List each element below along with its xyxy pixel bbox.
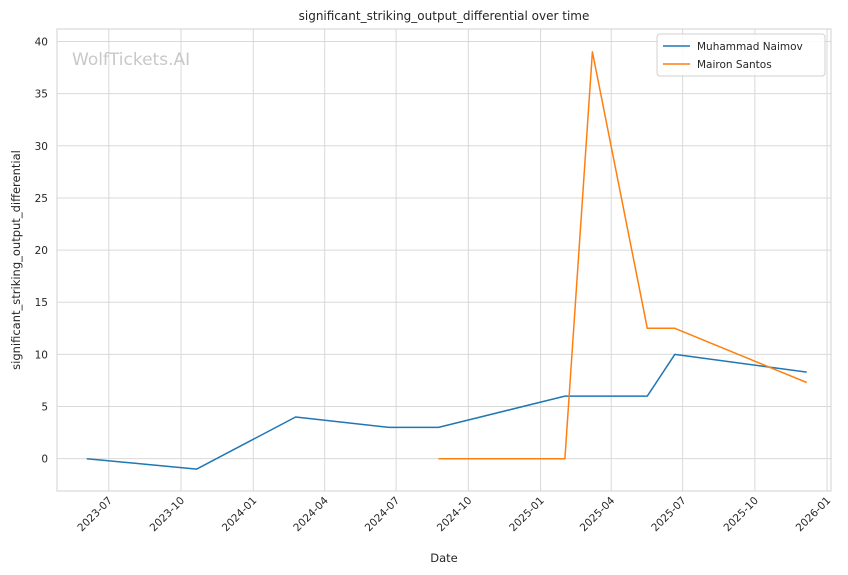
- plot-area-frame: [56, 28, 832, 492]
- y-axis-ticks: 0 5 10 15 20 25 30 35 40: [35, 37, 48, 466]
- gridlines: [57, 29, 831, 491]
- series-line-1: [438, 51, 807, 460]
- series-lines: [86, 51, 807, 470]
- y-tick-label: 15: [35, 297, 48, 309]
- x-tick-label: 2024-10: [435, 495, 475, 535]
- x-tick-label: 2026-01: [794, 495, 834, 535]
- series-line-0: [86, 353, 807, 470]
- x-tick-label: 2025-10: [721, 495, 761, 535]
- x-tick-label: 2024-04: [291, 494, 331, 534]
- x-tick-label: 2025-07: [649, 495, 689, 535]
- x-tick-label: 2024-01: [220, 495, 260, 535]
- watermark: WolfTickets.AI: [72, 50, 190, 70]
- legend-box: [656, 33, 826, 77]
- y-axis-label: significant_striking_output_differential: [9, 150, 23, 370]
- legend: Muhammad Naimov Mairon Santos: [656, 33, 826, 77]
- y-tick-label: 35: [35, 89, 48, 101]
- x-tick-label: 2023-07: [75, 495, 115, 535]
- y-tick-label: 30: [35, 141, 48, 153]
- legend-label-santos: Mairon Santos: [697, 59, 772, 71]
- y-tick-label: 0: [41, 454, 48, 466]
- y-tick-label: 40: [35, 37, 48, 49]
- x-tick-label: 2025-01: [507, 495, 547, 535]
- y-tick-label: 20: [35, 245, 48, 257]
- y-tick-label: 25: [35, 193, 48, 205]
- x-tick-label: 2023-10: [148, 495, 188, 535]
- x-tick-label: 2024-07: [363, 495, 403, 535]
- y-tick-label: 5: [41, 402, 48, 414]
- x-tick-label: 2025-04: [578, 494, 618, 534]
- chart-title: significant_striking_output_differential…: [299, 9, 590, 23]
- legend-label-naimov: Muhammad Naimov: [697, 41, 803, 53]
- x-axis-ticks: 2023-07 2023-10 2024-01 2024-04 2024-07 2024-…: [75, 494, 833, 534]
- y-tick-label: 10: [35, 349, 48, 361]
- x-axis-label: Date: [430, 551, 458, 565]
